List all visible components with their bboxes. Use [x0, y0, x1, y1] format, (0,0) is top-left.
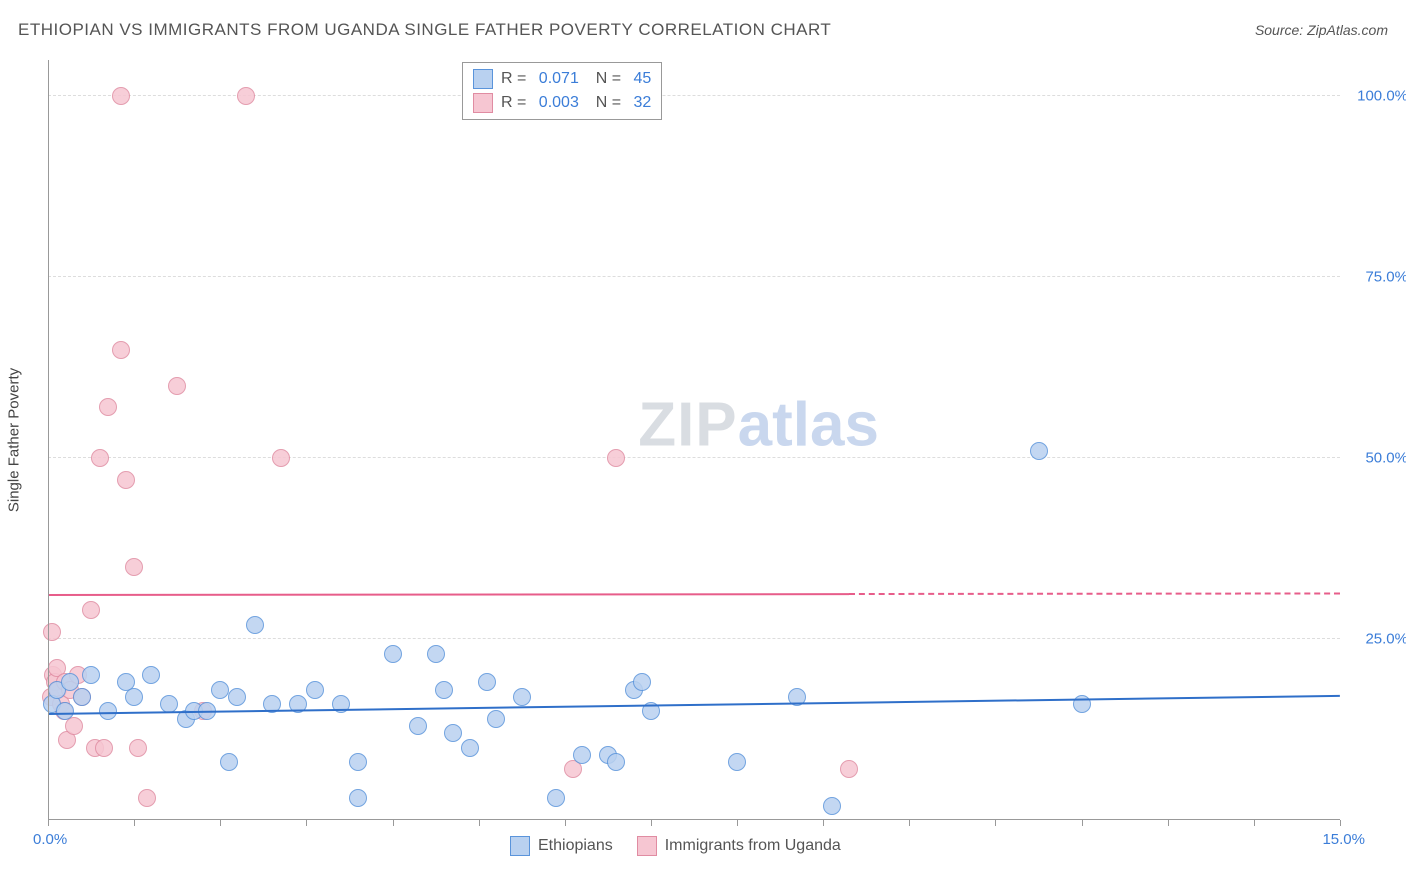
legend-swatch-icon [473, 69, 493, 89]
chart-header: ETHIOPIAN VS IMMIGRANTS FROM UGANDA SING… [18, 20, 1388, 40]
series-legend: Ethiopians Immigrants from Uganda [510, 836, 841, 856]
legend-item-uganda: Immigrants from Uganda [637, 836, 841, 856]
y-tick-label: 75.0% [1365, 269, 1406, 286]
x-axis-max-label: 15.0% [1322, 831, 1365, 848]
legend-r-value: 0.071 [539, 70, 579, 88]
chart-title: ETHIOPIAN VS IMMIGRANTS FROM UGANDA SING… [18, 20, 831, 40]
legend-r-value: 0.003 [539, 94, 579, 112]
y-tick-label: 25.0% [1365, 631, 1406, 648]
y-tick-label: 100.0% [1357, 88, 1406, 105]
y-axis-title: Single Father Poverty [6, 368, 23, 512]
scatter-plot-area: ZIPatlas 25.0%50.0%75.0%100.0% 0.0% 15.0… [48, 60, 1340, 820]
source-label: Source: ZipAtlas.com [1255, 22, 1388, 38]
legend-swatch-icon [473, 93, 493, 113]
legend-swatch-icon [637, 836, 657, 856]
correlation-legend: R = 0.071 N = 45R = 0.003 N = 32 [462, 62, 662, 120]
x-axis-min-label: 0.0% [33, 831, 67, 848]
legend-swatch-icon [510, 836, 530, 856]
plot-border [48, 60, 1340, 820]
legend-r-label: R = [501, 94, 531, 112]
legend-row-ethiopians: R = 0.071 N = 45 [473, 67, 651, 91]
y-tick-label: 50.0% [1365, 450, 1406, 467]
legend-series-label: Immigrants from Uganda [665, 837, 841, 855]
legend-item-ethiopians: Ethiopians [510, 836, 613, 856]
legend-r-label: R = [501, 70, 531, 88]
legend-n-value: 32 [634, 94, 652, 112]
legend-n-label: N = [587, 94, 626, 112]
legend-n-label: N = [587, 70, 626, 88]
legend-row-uganda: R = 0.003 N = 32 [473, 91, 651, 115]
legend-n-value: 45 [634, 70, 652, 88]
legend-series-label: Ethiopians [538, 837, 613, 855]
